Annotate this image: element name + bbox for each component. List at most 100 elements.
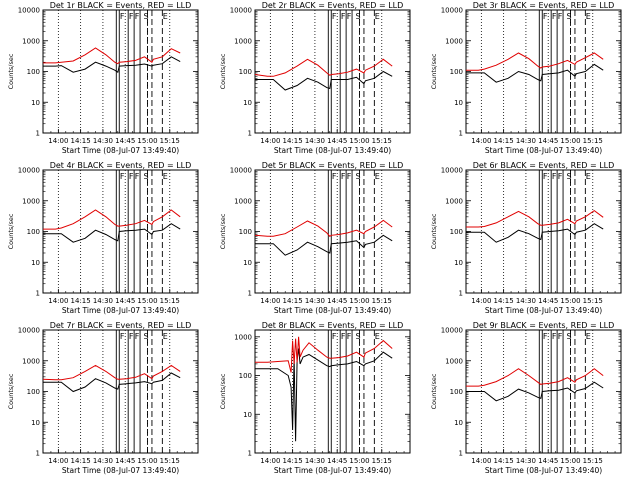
y-tick-label: 1000 xyxy=(445,37,463,45)
flag-label: E xyxy=(163,12,168,21)
x-tick-label: 14:30 xyxy=(93,297,113,305)
x-tick-label: 14:45 xyxy=(115,297,135,305)
flag-label: F xyxy=(129,172,134,181)
y-tick-label: 10 xyxy=(243,99,252,107)
y-axis-label: Counts/sec xyxy=(430,373,438,409)
flag-label: F xyxy=(347,332,352,341)
flag-label: S xyxy=(566,172,571,181)
y-axis-label: Counts/sec xyxy=(430,53,438,89)
x-tick-label: 14:30 xyxy=(516,137,536,145)
y-tick-label: 1000 xyxy=(22,37,40,45)
x-tick-label: 15:15 xyxy=(583,457,603,465)
flag-label: F xyxy=(552,172,557,181)
y-axis-label: Counts/sec xyxy=(430,213,438,249)
flag-label: F xyxy=(332,172,337,181)
y-tick-label: 1000 xyxy=(22,197,40,205)
y-tick-label: 1 xyxy=(459,290,463,298)
flag-label: E xyxy=(375,332,380,341)
detector-panel-5: Det 5r BLACK = Events, RED = LLD 1 10 100 10… xyxy=(219,161,411,315)
flag-label: S xyxy=(355,332,360,341)
events-series-line xyxy=(466,63,604,83)
y-tick-label: 1 xyxy=(36,130,40,138)
x-tick-label: 14:00 xyxy=(260,457,280,465)
detector-panel-8: Det 8r BLACK = Events, RED = LLD 1 10 100 10… xyxy=(219,321,411,475)
plot-frame xyxy=(42,9,199,134)
lld-series-line xyxy=(255,336,393,373)
flag-label: F xyxy=(558,12,563,21)
x-axis-label: Start Time (08-Jul-07 13:49:40) xyxy=(274,466,391,475)
flag-label: F xyxy=(332,332,337,341)
x-tick-label: 14:15 xyxy=(71,457,91,465)
x-tick-label: 14:30 xyxy=(516,457,536,465)
y-tick-label: 10000 xyxy=(441,327,463,335)
y-tick-label: 10 xyxy=(31,259,40,267)
x-tick-label: 14:00 xyxy=(471,457,491,465)
panel-title: Det 6r BLACK = Events, RED = LLD xyxy=(473,161,615,170)
x-tick-label: 14:15 xyxy=(494,137,514,145)
x-tick-label: 14:30 xyxy=(93,457,113,465)
events-series-line xyxy=(255,348,393,442)
y-tick-label: 10000 xyxy=(18,327,40,335)
detector-panel-7: Det 7r BLACK = Events, RED = LLD 1 10 100 10… xyxy=(7,321,199,475)
panel-title: Det 8r BLACK = Events, RED = LLD xyxy=(262,321,404,330)
plot-frame xyxy=(254,9,411,134)
x-tick-label: 14:45 xyxy=(327,297,347,305)
x-tick-label: 15:15 xyxy=(372,137,392,145)
detector-panel-1: Det 1r BLACK = Events, RED = LLD 1 10 100 10… xyxy=(7,1,199,155)
plot-frame xyxy=(254,329,411,454)
detector-panel-2: Det 2r BLACK = Events, RED = LLD 1 10 100 10… xyxy=(219,1,411,155)
detector-panel-4: Det 4r BLACK = Events, RED = LLD 1 10 100 10… xyxy=(7,161,199,315)
x-tick-label: 14:45 xyxy=(115,457,135,465)
lld-series-line xyxy=(254,219,393,237)
flag-label: E xyxy=(375,172,380,181)
panel-title: Det 4r BLACK = Events, RED = LLD xyxy=(50,161,192,170)
events-series-line xyxy=(255,234,393,256)
y-tick-label: 10 xyxy=(31,419,40,427)
events-series-line xyxy=(43,223,181,243)
flag-label: F xyxy=(135,172,140,181)
y-tick-label: 10000 xyxy=(230,7,252,15)
x-tick-label: 14:00 xyxy=(471,137,491,145)
x-tick-label: 15:00 xyxy=(349,297,369,305)
x-axis-label: Start Time (08-Jul-07 13:49:40) xyxy=(62,306,179,315)
events-series-line xyxy=(466,223,604,243)
flag-label: F xyxy=(347,12,352,21)
y-tick-label: 100 xyxy=(450,388,463,396)
y-tick-label: 10 xyxy=(243,411,252,419)
flag-label: S xyxy=(355,12,360,21)
y-tick-label: 1 xyxy=(36,290,40,298)
y-tick-label: 10000 xyxy=(441,167,463,175)
flag-label: F xyxy=(135,12,140,21)
x-tick-label: 14:15 xyxy=(494,457,514,465)
flag-label: E xyxy=(163,172,168,181)
y-tick-label: 1 xyxy=(248,290,252,298)
y-axis-label: Counts/sec xyxy=(219,53,227,89)
flag-label: S xyxy=(143,12,148,21)
y-tick-label: 100 xyxy=(239,228,252,236)
flag-label: F xyxy=(332,12,337,21)
lld-series-line xyxy=(466,52,604,71)
flag-label: F xyxy=(135,332,140,341)
flag-label: S xyxy=(566,332,571,341)
flag-label: E xyxy=(586,172,591,181)
y-tick-label: 10000 xyxy=(18,7,40,15)
x-tick-label: 15:00 xyxy=(137,137,157,145)
x-tick-label: 14:45 xyxy=(538,457,558,465)
x-axis-label: Start Time (08-Jul-07 13:49:40) xyxy=(485,306,602,315)
x-tick-label: 14:45 xyxy=(538,137,558,145)
y-tick-label: 10 xyxy=(243,259,252,267)
x-tick-label: 14:45 xyxy=(327,137,347,145)
y-axis-label: Counts/sec xyxy=(219,213,227,249)
x-tick-label: 14:30 xyxy=(305,137,325,145)
y-tick-label: 1 xyxy=(248,130,252,138)
detector-panel-6: Det 6r BLACK = Events, RED = LLD 1 10 100 10… xyxy=(430,161,622,315)
y-tick-label: 10 xyxy=(454,419,463,427)
flag-label: F xyxy=(129,332,134,341)
y-tick-label: 1 xyxy=(459,130,463,138)
x-axis-label: Start Time (08-Jul-07 13:49:40) xyxy=(274,146,391,155)
x-tick-label: 15:00 xyxy=(137,457,157,465)
y-tick-label: 1 xyxy=(459,450,463,458)
flag-label: S xyxy=(143,332,148,341)
x-tick-label: 15:15 xyxy=(583,297,603,305)
y-tick-label: 1000 xyxy=(445,357,463,365)
